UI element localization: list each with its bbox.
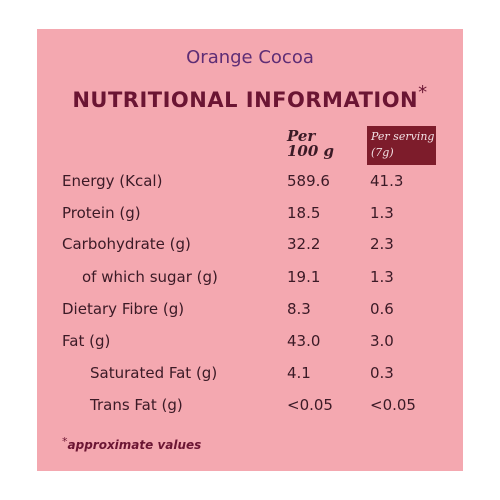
product-name: Orange Cocoa: [186, 47, 314, 68]
table-row-saturated-fat: Saturated Fat (g) 4.1 0.3: [37, 364, 463, 390]
page-title: NUTRITIONAL INFORMATION*: [37, 82, 463, 112]
table-row-energy: Energy (Kcal) 589.6 41.3: [37, 172, 463, 198]
row-value-per-serving: 1.3: [370, 204, 394, 222]
row-value-per-100g: 18.5: [287, 204, 321, 222]
row-value-per-100g: <0.05: [287, 396, 333, 414]
column-header-per-serving: Per serving (7g): [367, 126, 436, 165]
row-value-per-serving: 2.3: [370, 235, 394, 253]
table-row-dietary-fibre: Dietary Fibre (g) 8.3 0.6: [37, 300, 463, 326]
row-label: Trans Fat (g): [90, 396, 183, 414]
table-row-sugar: of which sugar (g) 19.1 1.3: [37, 268, 463, 294]
footnote-asterisk: *: [62, 435, 68, 448]
table-row-carbohydrate: Carbohydrate (g) 32.2 2.3: [37, 235, 463, 261]
row-value-per-100g: 32.2: [287, 235, 321, 253]
table-row-trans-fat: Trans Fat (g) <0.05 <0.05: [37, 396, 463, 422]
title-text: NUTRITIONAL INFORMATION: [72, 88, 419, 112]
column-header-per-serving-line2: (7g): [371, 146, 394, 159]
column-header-per-serving-line1: Per serving: [371, 130, 435, 143]
row-value-per-serving: 0.3: [370, 364, 394, 382]
row-value-per-100g: 4.1: [287, 364, 311, 382]
row-value-per-100g: 589.6: [287, 172, 330, 190]
row-value-per-serving: 1.3: [370, 268, 394, 286]
column-header-per-100g-line2: 100 g: [287, 142, 335, 160]
row-value-per-serving: <0.05: [370, 396, 416, 414]
row-label: Saturated Fat (g): [90, 364, 218, 382]
table-row-fat: Fat (g) 43.0 3.0: [37, 332, 463, 358]
table-row-protein: Protein (g) 18.5 1.3: [37, 204, 463, 230]
column-header-per-100g: Per 100 g: [287, 129, 334, 159]
row-label: of which sugar (g): [82, 268, 218, 286]
row-label: Fat (g): [62, 332, 111, 350]
row-value-per-serving: 0.6: [370, 300, 394, 318]
nutrition-label-card: Orange Cocoa NUTRITIONAL INFORMATION* Pe…: [37, 29, 463, 471]
row-value-per-serving: 3.0: [370, 332, 394, 350]
row-label: Energy (Kcal): [62, 172, 163, 190]
row-value-per-serving: 41.3: [370, 172, 404, 190]
footnote-text: approximate values: [67, 438, 202, 452]
row-value-per-100g: 43.0: [287, 332, 321, 350]
row-label: Carbohydrate (g): [62, 235, 191, 253]
footnote: *approximate values: [62, 435, 201, 452]
column-header-per-100g-line1: Per: [287, 127, 316, 145]
row-label: Protein (g): [62, 204, 141, 222]
row-value-per-100g: 8.3: [287, 300, 311, 318]
row-value-per-100g: 19.1: [287, 268, 321, 286]
row-label: Dietary Fibre (g): [62, 300, 185, 318]
title-asterisk: *: [418, 82, 428, 103]
